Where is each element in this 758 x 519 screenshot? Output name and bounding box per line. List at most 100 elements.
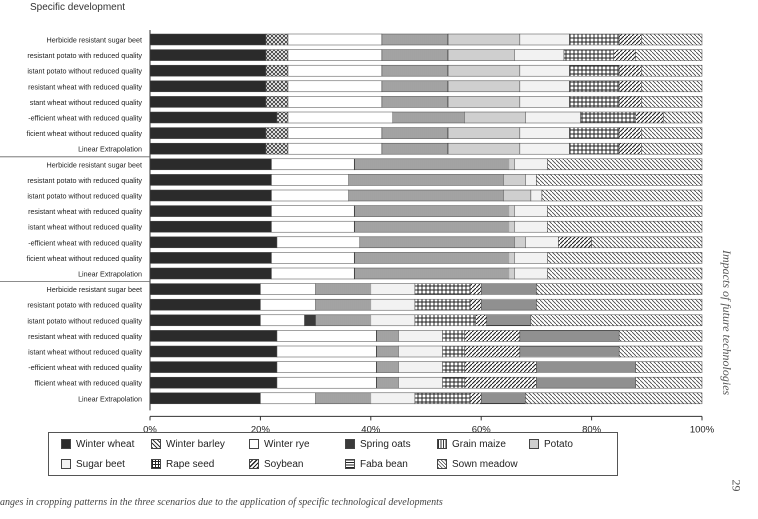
bar-segment-sown-meadow	[618, 330, 703, 342]
bar-segment-winter-wheat	[149, 127, 267, 139]
bar-segment-grain-maize	[315, 283, 372, 295]
legend-label: Faba bean	[360, 458, 408, 470]
bar-segment-rape-seed	[442, 361, 465, 373]
bar-segment-winter-wheat	[149, 111, 278, 124]
bar-segment-winter-rye	[287, 96, 383, 108]
bar-segment-winter-wheat	[149, 158, 272, 171]
bar-segment-winter-barley	[265, 142, 289, 155]
bar-segment-sown-meadow	[536, 283, 703, 295]
bar-segment-faba-bean	[480, 392, 526, 405]
bar-segment-faba-bean	[480, 283, 537, 295]
bar-segment-winter-rye	[260, 283, 316, 295]
bar-segment-potato	[447, 64, 521, 77]
side-label: Impacts of future technologies	[720, 250, 734, 396]
bar-segment-sown-meadow	[547, 267, 703, 280]
bar-segment-winter-rye	[287, 49, 383, 61]
bar-segment-sugar-beet	[370, 392, 416, 405]
category-label: istant wheat without reduced quality	[28, 223, 142, 232]
legend-label: Potato	[544, 438, 573, 450]
bar-segment-winter-barley	[265, 96, 289, 108]
bar-segment-grain-maize	[315, 298, 372, 311]
bar-segment-winter-rye	[287, 33, 383, 46]
bar-segment-winter-rye	[271, 205, 355, 217]
x-tick-label: 100%	[690, 424, 715, 435]
category-label: istant potato without reduced quality	[27, 316, 142, 325]
bar-segment-spring-oats	[304, 314, 316, 327]
bar-segment-sugar-beet	[398, 330, 443, 342]
category-label: fficient wheat with reduced quality	[35, 379, 143, 388]
bar-segment-faba-bean	[536, 361, 637, 373]
bar-segment-soybean	[635, 111, 664, 124]
bar-segment-potato	[447, 49, 515, 61]
legend-item-winter-wheat: Winter wheat	[61, 437, 134, 451]
category-label: istant potato without reduced quality	[27, 192, 142, 201]
bar-segment-rape-seed	[569, 33, 620, 46]
bar-segment-sugar-beet	[514, 49, 565, 61]
bar-segment-winter-wheat	[149, 80, 267, 93]
category-label: resistant wheat with reduced quality	[28, 207, 142, 216]
bar-segment-rape-seed	[580, 111, 637, 124]
bar-segment-grain-maize	[376, 376, 399, 389]
category-label: stant wheat without reduced quality	[30, 98, 143, 107]
bar-segment-winter-wheat	[149, 174, 272, 186]
legend-label: Spring oats	[360, 438, 411, 450]
bar-segment-rape-seed	[442, 330, 465, 342]
bar-segment-rape-seed	[569, 96, 620, 108]
category-label: Linear Extrapolation	[78, 270, 142, 279]
bar-segment-potato	[503, 189, 532, 202]
bar-segment-winter-rye	[271, 267, 355, 280]
category-label: resistant potato with reduced quality	[27, 301, 142, 310]
bar-segment-grain-maize	[376, 345, 399, 358]
bar-segment-winter-rye	[287, 64, 383, 77]
bar-segment-rape-seed	[442, 345, 465, 358]
bar-segment-rape-seed	[569, 142, 620, 155]
bar-segment-winter-wheat	[149, 220, 272, 233]
bar-segment-sugar-beet	[519, 64, 570, 77]
bar-segment-winter-rye	[276, 376, 377, 389]
bar-segment-soybean	[464, 376, 537, 389]
bar-segment-winter-wheat	[149, 314, 261, 327]
legend-item-rape-seed: Rape seed	[151, 457, 214, 471]
bar-segment-grain-maize	[359, 236, 515, 249]
category-label: -efficient wheat with reduced quality	[28, 114, 142, 123]
bar-segment-grain-maize	[353, 267, 510, 280]
category-label: Linear Extrapolation	[78, 394, 142, 403]
bar-segment-winter-rye	[287, 111, 394, 124]
bar-segment-soybean	[469, 283, 482, 295]
page-number: 29	[729, 479, 744, 492]
bar-segment-soybean	[618, 64, 642, 77]
bar-segment-sugar-beet	[514, 220, 548, 233]
bar-segment-winter-barley	[265, 49, 289, 61]
bar-segment-winter-wheat	[149, 96, 267, 108]
bar-segment-sugar-beet	[370, 298, 416, 311]
bar-segment-winter-wheat	[149, 142, 267, 155]
legend-item-faba-bean: Faba bean	[345, 457, 408, 471]
bar-segment-sugar-beet	[370, 283, 416, 295]
bar-segment-winter-rye	[276, 330, 377, 342]
bar-segment-winter-wheat	[149, 376, 278, 389]
bar-segment-faba-bean	[519, 345, 620, 358]
bar-segment-rape-seed	[414, 283, 471, 295]
category-label: resistant wheat with reduced quality	[28, 332, 142, 341]
legend: Winter wheat Winter barley Winter rye Sprin…	[48, 432, 618, 476]
bar-segment-sown-meadow	[641, 80, 703, 93]
bar-segment-sugar-beet	[519, 80, 570, 93]
category-label: -efficient wheat with reduced quality	[28, 238, 142, 247]
bar-segment-rape-seed	[414, 392, 471, 405]
bar-segment-sugar-beet	[519, 96, 570, 108]
bar-segment-winter-barley	[265, 64, 289, 77]
legend-swatch	[61, 439, 71, 449]
bar-segment-potato	[508, 158, 515, 171]
bar-segment-winter-wheat	[149, 49, 267, 61]
bar-segment-winter-barley	[276, 111, 289, 124]
bar-segment-grain-maize	[381, 64, 449, 77]
bar-segment-potato	[503, 174, 526, 186]
x-tick-label: 20%	[251, 424, 271, 435]
bar-segment-grain-maize	[392, 111, 465, 124]
bar-segment-winter-wheat	[149, 33, 267, 46]
bar-segment-potato	[508, 267, 515, 280]
bar-segment-winter-wheat	[149, 189, 272, 202]
bar-segment-winter-rye	[260, 392, 316, 405]
bar-segment-soybean	[464, 361, 537, 373]
bar-segment-winter-rye	[276, 236, 361, 249]
